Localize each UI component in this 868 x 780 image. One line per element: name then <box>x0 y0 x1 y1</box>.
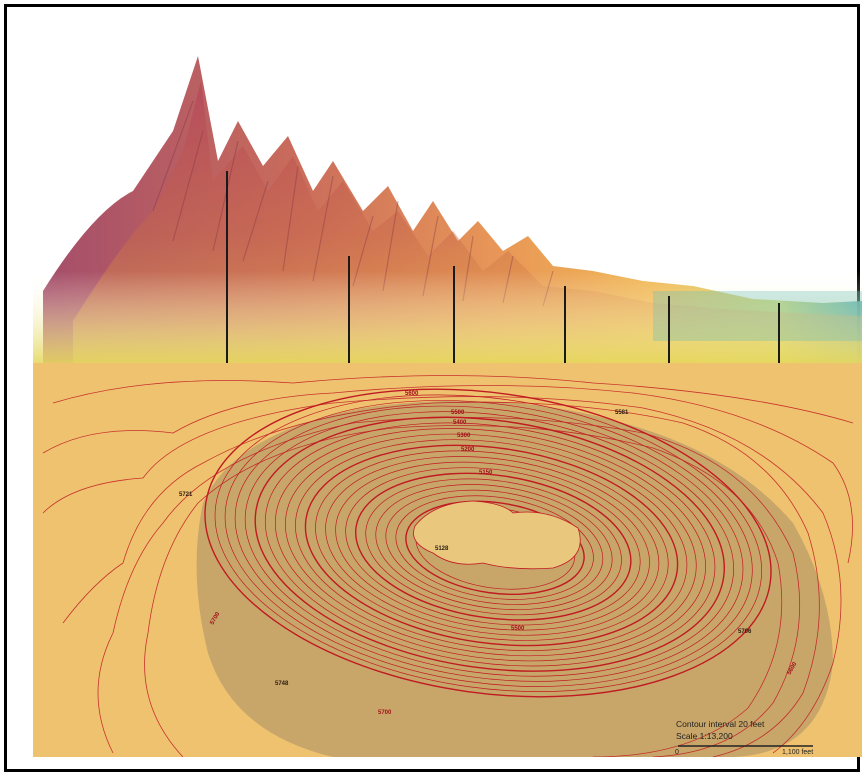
contour-ring <box>304 444 679 647</box>
contour-ring <box>244 411 734 677</box>
label-contour-south: 5700 <box>378 710 392 716</box>
contour-ring <box>405 500 585 596</box>
scale-bar-start: 0 <box>675 749 679 756</box>
contour-ring <box>214 394 763 692</box>
label-contour-5150: 5150 <box>479 470 493 476</box>
label-contour-5200: 5200 <box>461 447 475 453</box>
scale-text: Scale 1:13,200 <box>676 731 733 741</box>
contour-ring <box>274 428 706 662</box>
label-contour-5400: 5400 <box>453 420 467 426</box>
contour-ring <box>285 433 697 657</box>
contour-ring <box>325 456 660 636</box>
contour-ring <box>315 450 669 641</box>
relief-graphic <box>33 56 862 363</box>
relief-profile <box>33 41 862 363</box>
map-legend: Contour interval 20 feet Scale 1:13,200 … <box>675 719 813 756</box>
label-rim-southwest: 5748 <box>275 681 289 687</box>
contour-ring <box>254 416 725 672</box>
contour-ring <box>224 400 753 687</box>
contour-ring <box>365 478 622 616</box>
contour-ring <box>234 405 744 682</box>
label-contour-south-inner: 5500 <box>511 626 525 632</box>
contour-map: 5721 5581 5706 5748 5128 5600 5500 5400 … <box>33 363 862 757</box>
label-lake-level: 5128 <box>435 546 449 552</box>
contour-interval-text: Contour interval 20 feet <box>676 719 765 729</box>
contour-ring <box>375 484 613 611</box>
contour-ring <box>385 489 604 605</box>
contour-ring <box>295 439 688 652</box>
contour-ring <box>204 388 772 698</box>
scale-bar-end: 1,100 feet <box>782 749 813 756</box>
label-rim-west: 5721 <box>179 492 193 498</box>
figure-frame: 5721 5581 5706 5748 5128 5600 5500 5400 … <box>4 4 862 772</box>
contour-ring <box>264 422 716 667</box>
crater-lake <box>413 500 581 570</box>
label-contour-5600: 5600 <box>405 391 419 397</box>
label-contour-5300: 5300 <box>457 433 471 439</box>
contour-ring <box>354 472 632 621</box>
label-contour-5500: 5500 <box>451 410 465 416</box>
label-rim-northeast: 5581 <box>615 410 629 416</box>
label-rim-east: 5706 <box>738 629 752 635</box>
contour-graphic: 5721 5581 5706 5748 5128 5600 5500 5400 … <box>42 375 854 757</box>
terrain-shadow <box>196 400 834 757</box>
contour-ring <box>395 495 594 600</box>
contour-ring <box>345 467 641 626</box>
contour-ring <box>335 461 650 631</box>
